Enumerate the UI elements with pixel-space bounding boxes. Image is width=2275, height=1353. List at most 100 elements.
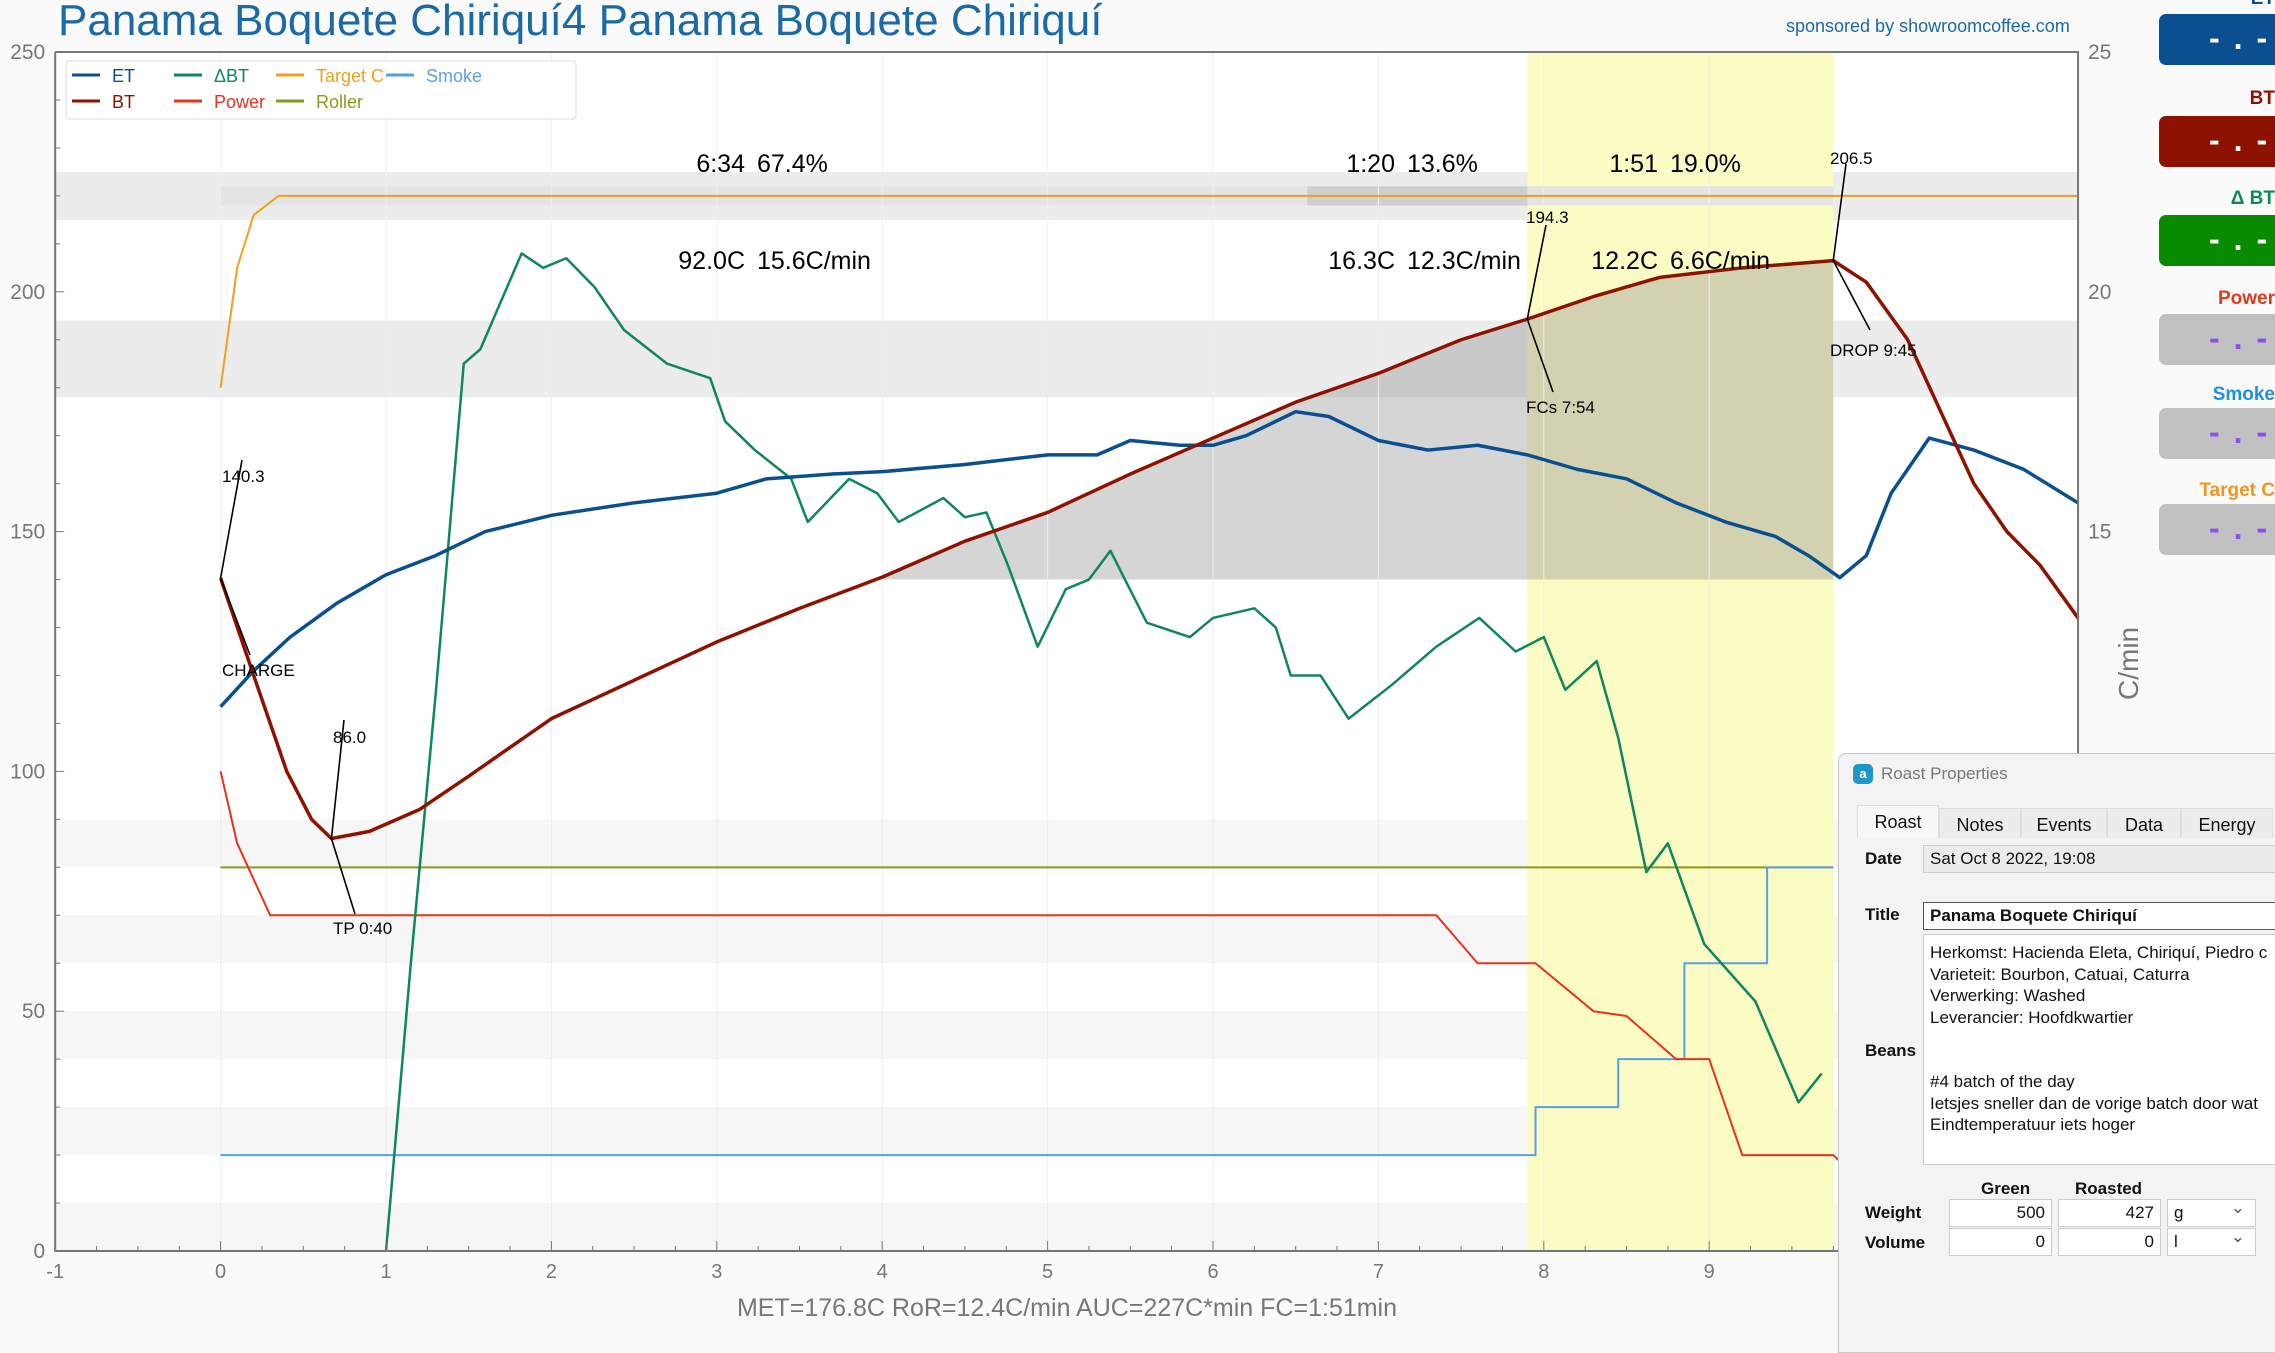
y2-tick-label: 20 bbox=[2088, 281, 2111, 304]
beans-line: Leverancier: Hoofdkwartier bbox=[1930, 1007, 2134, 1027]
y-tick-label: 250 bbox=[10, 41, 45, 64]
series-line-power bbox=[219, 771, 1884, 1204]
y-tick-label: 100 bbox=[10, 760, 45, 783]
phase-temp-delta: 12.2C bbox=[1591, 247, 1658, 275]
y2-tick-label: 25 bbox=[2088, 41, 2111, 64]
phase-time: 6:34 bbox=[696, 150, 745, 178]
y-tick-label: 50 bbox=[22, 1000, 45, 1023]
beans-line: Ietsjes sneller dan de vorige batch door… bbox=[1930, 1093, 2258, 1113]
x-tick-label: 3 bbox=[711, 1261, 722, 1283]
x-tick-label: 7 bbox=[1373, 1261, 1384, 1283]
phase-percent: 13.6% bbox=[1407, 150, 1478, 178]
legend-label: ΔBT bbox=[214, 66, 249, 86]
event-pointer bbox=[219, 577, 251, 656]
legend-label: Smoke bbox=[426, 66, 482, 86]
event-pointer bbox=[1832, 260, 1871, 331]
x-tick-label: 4 bbox=[877, 1261, 888, 1283]
event-label-drop-temp: 206.5 bbox=[1830, 149, 1873, 168]
x-tick-label: 6 bbox=[1207, 1261, 1218, 1283]
phase-percent: 67.4% bbox=[757, 150, 828, 178]
weight-label: Weight bbox=[1865, 1203, 1922, 1222]
volume-roasted-input[interactable]: 0 bbox=[2058, 1228, 2161, 1256]
lcd-label: ET bbox=[2100, 0, 2275, 10]
roast-properties-dialog: a Roast Properties Roast Notes Events Da… bbox=[1838, 753, 2275, 1353]
beans-textarea[interactable]: Herkomst: Hacienda Eleta, Chiriquí, Pied… bbox=[1923, 934, 2275, 1165]
event-pointer bbox=[1526, 224, 1547, 320]
x-tick-label: -1 bbox=[46, 1261, 64, 1283]
event-pointer bbox=[219, 459, 243, 579]
tab-roast[interactable]: Roast bbox=[1857, 805, 1939, 837]
phase-time: 1:51 bbox=[1609, 150, 1658, 178]
volume-green-input[interactable]: 0 bbox=[1949, 1228, 2052, 1256]
volume-label: Volume bbox=[1865, 1233, 1926, 1252]
dialog-title: Roast Properties bbox=[1881, 764, 2008, 783]
legend-label: Power bbox=[214, 92, 265, 112]
beans-label: Beans bbox=[1865, 1041, 1917, 1060]
event-label-charge: CHARGE bbox=[222, 661, 295, 680]
beans-line: Verwerking: Washed bbox=[1930, 986, 2086, 1005]
auc-area bbox=[882, 260, 1834, 580]
event-label-fcs: FCs 7:54 bbox=[1526, 398, 1595, 417]
beans-line: Varieteit: Bourbon, Catuai, Caturra bbox=[1930, 964, 2190, 984]
event-pointer bbox=[1526, 318, 1554, 393]
tab-energy[interactable]: Energy bbox=[2181, 808, 2273, 838]
weight-unit-select[interactable]: g bbox=[2167, 1198, 2256, 1227]
date-label: Date bbox=[1865, 849, 1902, 868]
lcd-value: -.- bbox=[2159, 215, 2275, 266]
phase-time: 1:20 bbox=[1346, 150, 1395, 178]
sponsor-link[interactable]: sponsored by showroomcoffee.com bbox=[1786, 16, 2070, 36]
weight-roasted-input[interactable]: 427 bbox=[2058, 1199, 2161, 1227]
phase-temp-delta: 92.0C bbox=[678, 247, 745, 275]
lcd-label: Power bbox=[2217, 288, 2275, 309]
beans-line: Eindtemperatuur iets hoger bbox=[1930, 1115, 2136, 1134]
x-tick-label: 9 bbox=[1704, 1261, 1715, 1283]
title-label: Title bbox=[1865, 905, 1900, 924]
event-label-charge-temp: 140.3 bbox=[222, 467, 265, 486]
series-line-smoke bbox=[220, 866, 1834, 1157]
y-tick-label: 0 bbox=[34, 1240, 46, 1263]
dialog-titlebar[interactable]: a Roast Properties bbox=[1853, 764, 2008, 784]
x-tick-label: 0 bbox=[215, 1261, 226, 1283]
event-label-fcs-temp: 194.3 bbox=[1526, 208, 1569, 227]
artisan-app-icon: a bbox=[1853, 764, 1873, 784]
chart-title: Panama Boquete Chiriquí4 Panama Boquete … bbox=[58, 0, 1103, 45]
x-tick-label: 2 bbox=[546, 1261, 557, 1283]
legend-label: ET bbox=[112, 66, 135, 86]
y2-axis-label: C/min bbox=[2113, 627, 2144, 700]
development-phase-highlight bbox=[1527, 52, 1834, 1251]
phase-ror: 15.6C/min bbox=[757, 247, 871, 275]
legend-label: Roller bbox=[316, 92, 363, 112]
roasted-header: Roasted bbox=[2075, 1179, 2143, 1198]
lcd-label: Smoke bbox=[2212, 384, 2275, 405]
lcd-value: -.- bbox=[2159, 408, 2275, 459]
lcd-value: -.- bbox=[2159, 14, 2275, 65]
y2-tick-label: 15 bbox=[2088, 521, 2111, 544]
lcd-label: Δ BT bbox=[2230, 188, 2275, 209]
lcd-value: -.- bbox=[2159, 504, 2275, 555]
beans-line bbox=[1930, 1029, 2275, 1051]
x-tick-label: 5 bbox=[1042, 1261, 1053, 1283]
y-tick-label: 200 bbox=[10, 281, 45, 304]
series-line-deltabt bbox=[384, 252, 1823, 1252]
tab-notes[interactable]: Notes bbox=[1939, 808, 2021, 838]
event-pointer bbox=[330, 719, 345, 839]
volume-unit-select[interactable]: l bbox=[2167, 1227, 2256, 1256]
x-tick-label: 1 bbox=[380, 1261, 391, 1283]
event-label-tp: TP 0:40 bbox=[333, 919, 392, 938]
lcd-label: BT bbox=[2249, 88, 2275, 109]
legend-label: BT bbox=[112, 92, 135, 112]
event-pointer bbox=[1832, 163, 1847, 261]
date-field[interactable]: Sat Oct 8 2022, 19:08 bbox=[1923, 845, 2275, 873]
legend-label: Target C bbox=[316, 66, 384, 86]
roast-stats: MET=176.8C RoR=12.4C/min AUC=227C*min FC… bbox=[737, 1294, 1397, 1322]
phase-ror: 12.3C/min bbox=[1407, 247, 1521, 275]
tab-events[interactable]: Events bbox=[2021, 808, 2107, 838]
lcd-label: Target C bbox=[2199, 480, 2275, 501]
weight-green-input[interactable]: 500 bbox=[1949, 1199, 2052, 1227]
title-field[interactable]: Panama Boquete Chiriquí bbox=[1923, 902, 2275, 930]
tab-data[interactable]: Data bbox=[2107, 808, 2181, 838]
lcd-value: -.- bbox=[2159, 116, 2275, 167]
y-tick-label: 150 bbox=[10, 521, 45, 544]
green-header: Green bbox=[1981, 1179, 2031, 1198]
